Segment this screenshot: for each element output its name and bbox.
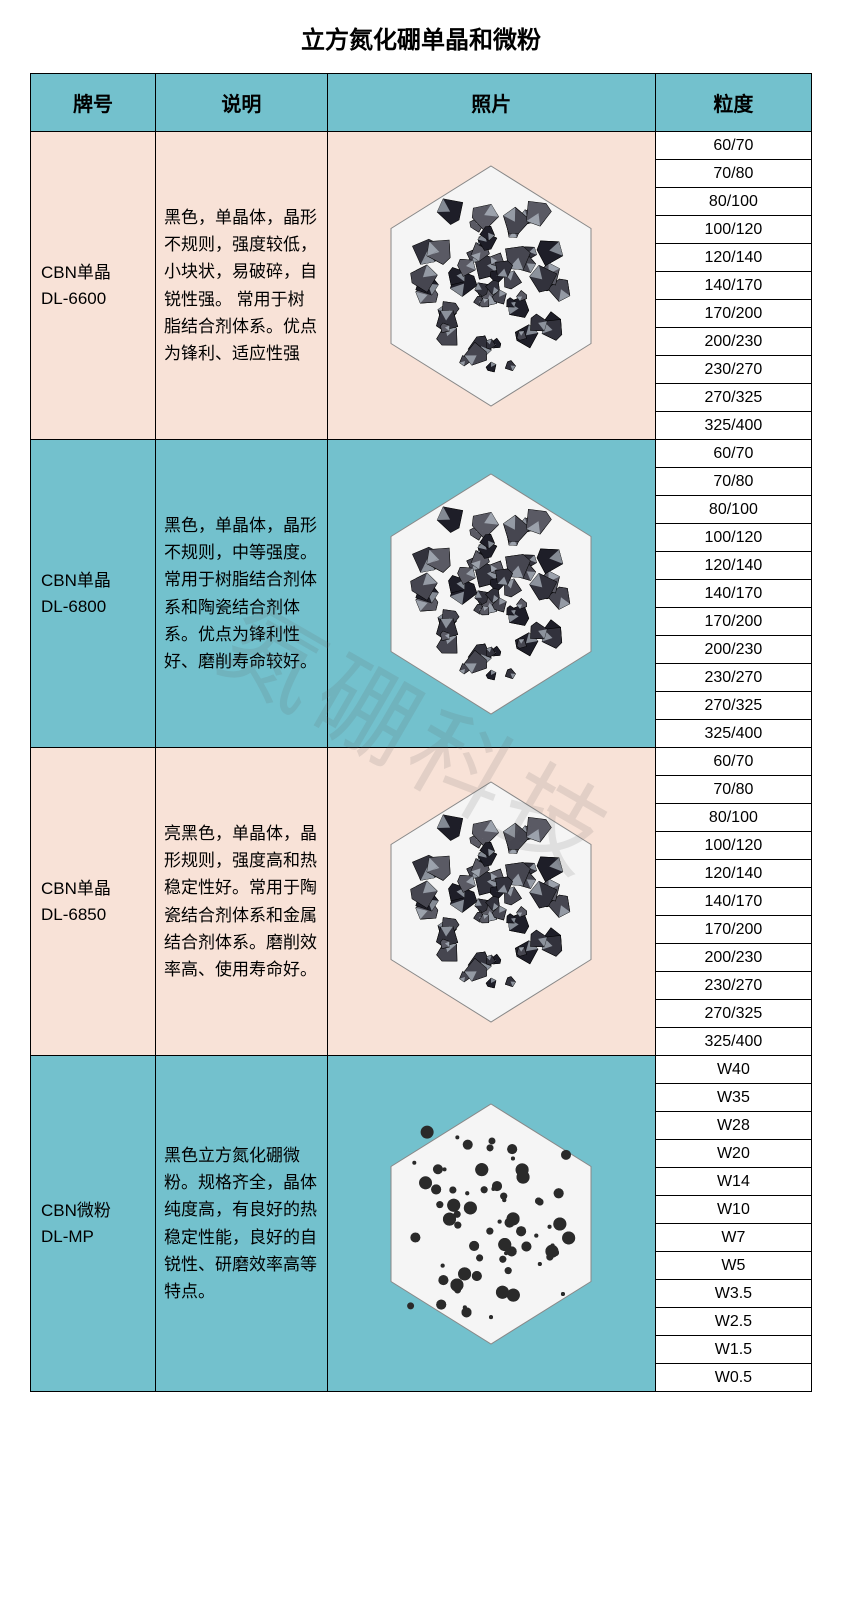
brand-cell: CBN微粉 DL-MP [31,1056,156,1392]
grain-cell: 60/70 [655,440,811,468]
grain-cell: 230/270 [655,356,811,384]
grain-cell: 100/120 [655,832,811,860]
grain-cell: W0.5 [655,1364,811,1392]
grain-cell: 140/170 [655,272,811,300]
desc-cell: 亮黑色，单晶体，晶形规则，强度高和热稳定性好。常用于陶瓷结合剂体系和金属结合剂体… [155,748,327,1056]
photo-cell [327,1056,655,1392]
desc-cell: 黑色，单晶体，晶形不规则，中等强度。常用于树脂结合剂体系和陶瓷结合剂体系。优点为… [155,440,327,748]
grain-cell: 270/325 [655,1000,811,1028]
header-row: 牌号 说明 照片 粒度 [31,74,812,132]
grain-cell: W3.5 [655,1280,811,1308]
grain-cell: 170/200 [655,300,811,328]
grain-cell: W1.5 [655,1336,811,1364]
table-row: CBN单晶DL-6600黑色，单晶体，晶形不规则，强度较低，小块状，易破碎，自锐… [31,132,812,160]
product-photo-hexagon [381,777,601,1027]
grain-cell: 270/325 [655,692,811,720]
grain-cell: 230/270 [655,664,811,692]
grain-cell: 200/230 [655,944,811,972]
grain-cell: 100/120 [655,216,811,244]
grain-cell: 70/80 [655,160,811,188]
brand-line1: CBN单晶 [41,571,111,590]
brand-line1: CBN单晶 [41,263,111,282]
brand-line2: DL-6800 [41,597,106,616]
product-photo-hexagon [381,161,601,411]
grain-cell: 325/400 [655,412,811,440]
grain-cell: W2.5 [655,1308,811,1336]
grain-cell: W10 [655,1196,811,1224]
grain-cell: 170/200 [655,916,811,944]
photo-cell [327,440,655,748]
grain-cell: W20 [655,1140,811,1168]
desc-cell: 黑色立方氮化硼微粉。规格齐全，晶体纯度高，有良好的热稳定性能，良好的自锐性、研磨… [155,1056,327,1392]
grain-cell: 120/140 [655,552,811,580]
grain-cell: 60/70 [655,748,811,776]
grain-cell: W7 [655,1224,811,1252]
grain-cell: 325/400 [655,720,811,748]
brand-cell: CBN单晶 DL-6600 [31,132,156,440]
grain-cell: 60/70 [655,132,811,160]
header-grain: 粒度 [655,74,811,132]
grain-cell: 270/325 [655,384,811,412]
grain-cell: 140/170 [655,580,811,608]
grain-cell: 120/140 [655,244,811,272]
header-photo: 照片 [327,74,655,132]
table-row: CBN单晶DL-6850亮黑色，单晶体，晶形规则，强度高和热稳定性好。常用于陶瓷… [31,748,812,776]
grain-cell: W40 [655,1056,811,1084]
grain-cell: 70/80 [655,776,811,804]
header-brand: 牌号 [31,74,156,132]
product-photo-hexagon [381,469,601,719]
grain-cell: 140/170 [655,888,811,916]
product-photo-hexagon [381,1099,601,1349]
grain-cell: 70/80 [655,468,811,496]
grain-cell: 230/270 [655,972,811,1000]
desc-cell: 黑色，单晶体，晶形不规则，强度较低，小块状，易破碎，自锐性强。 常用于树脂结合剂… [155,132,327,440]
header-desc: 说明 [155,74,327,132]
brand-line2: DL-6600 [41,289,106,308]
grain-cell: 200/230 [655,636,811,664]
photo-cell [327,748,655,1056]
grain-cell: 100/120 [655,524,811,552]
brand-line2: DL-6850 [41,905,106,924]
grain-cell: 120/140 [655,860,811,888]
grain-cell: 325/400 [655,1028,811,1056]
grain-cell: 80/100 [655,188,811,216]
photo-cell [327,132,655,440]
table-row: CBN微粉DL-MP黑色立方氮化硼微粉。规格齐全，晶体纯度高，有良好的热稳定性能… [31,1056,812,1084]
grain-cell: W5 [655,1252,811,1280]
grain-cell: W28 [655,1112,811,1140]
brand-line1: CBN微粉 [41,1201,111,1220]
grain-cell: 80/100 [655,496,811,524]
brand-cell: CBN单晶 DL-6800 [31,440,156,748]
grain-cell: 170/200 [655,608,811,636]
page-title: 立方氮化硼单晶和微粉 [30,20,812,55]
grain-cell: W35 [655,1084,811,1112]
grain-cell: 200/230 [655,328,811,356]
brand-line1: CBN单晶 [41,879,111,898]
brand-cell: CBN单晶 DL-6850 [31,748,156,1056]
product-table: 牌号 说明 照片 粒度 CBN单晶DL-6600黑色，单晶体，晶形不规则，强度较… [30,73,812,1392]
grain-cell: 80/100 [655,804,811,832]
grain-cell: W14 [655,1168,811,1196]
brand-line2: DL-MP [41,1227,94,1246]
table-row: CBN单晶DL-6800黑色，单晶体，晶形不规则，中等强度。常用于树脂结合剂体系… [31,440,812,468]
